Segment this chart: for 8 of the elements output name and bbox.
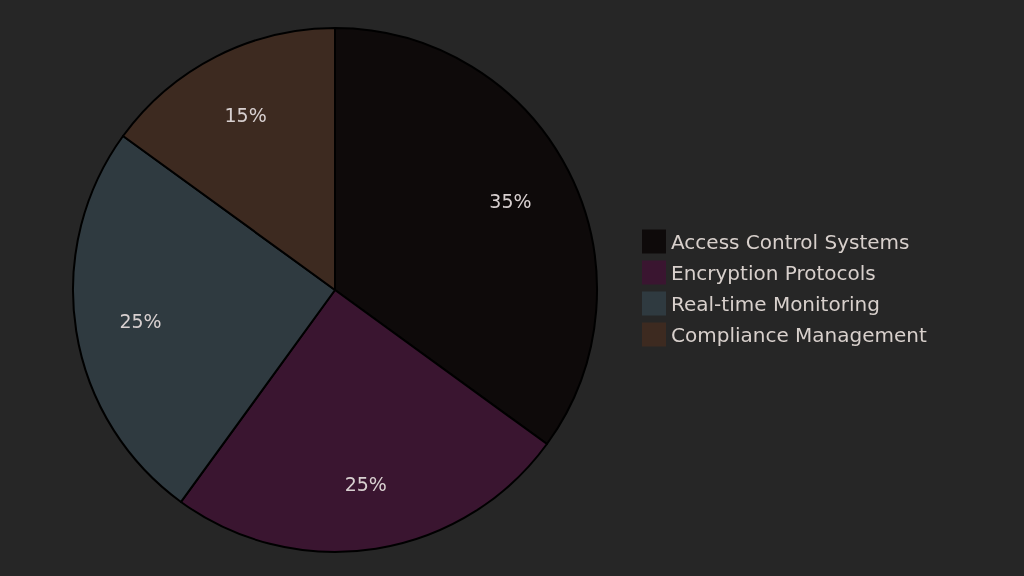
legend-label: Encryption Protocols bbox=[671, 260, 876, 285]
data-label: 25% bbox=[119, 309, 162, 332]
legend-label: Compliance Management bbox=[671, 322, 927, 347]
data-label: 15% bbox=[224, 103, 267, 126]
legend-label: Access Control Systems bbox=[671, 229, 910, 254]
data-label: 25% bbox=[344, 473, 387, 496]
legend-label: Real-time Monitoring bbox=[671, 291, 880, 316]
data-label: 35% bbox=[489, 189, 532, 212]
